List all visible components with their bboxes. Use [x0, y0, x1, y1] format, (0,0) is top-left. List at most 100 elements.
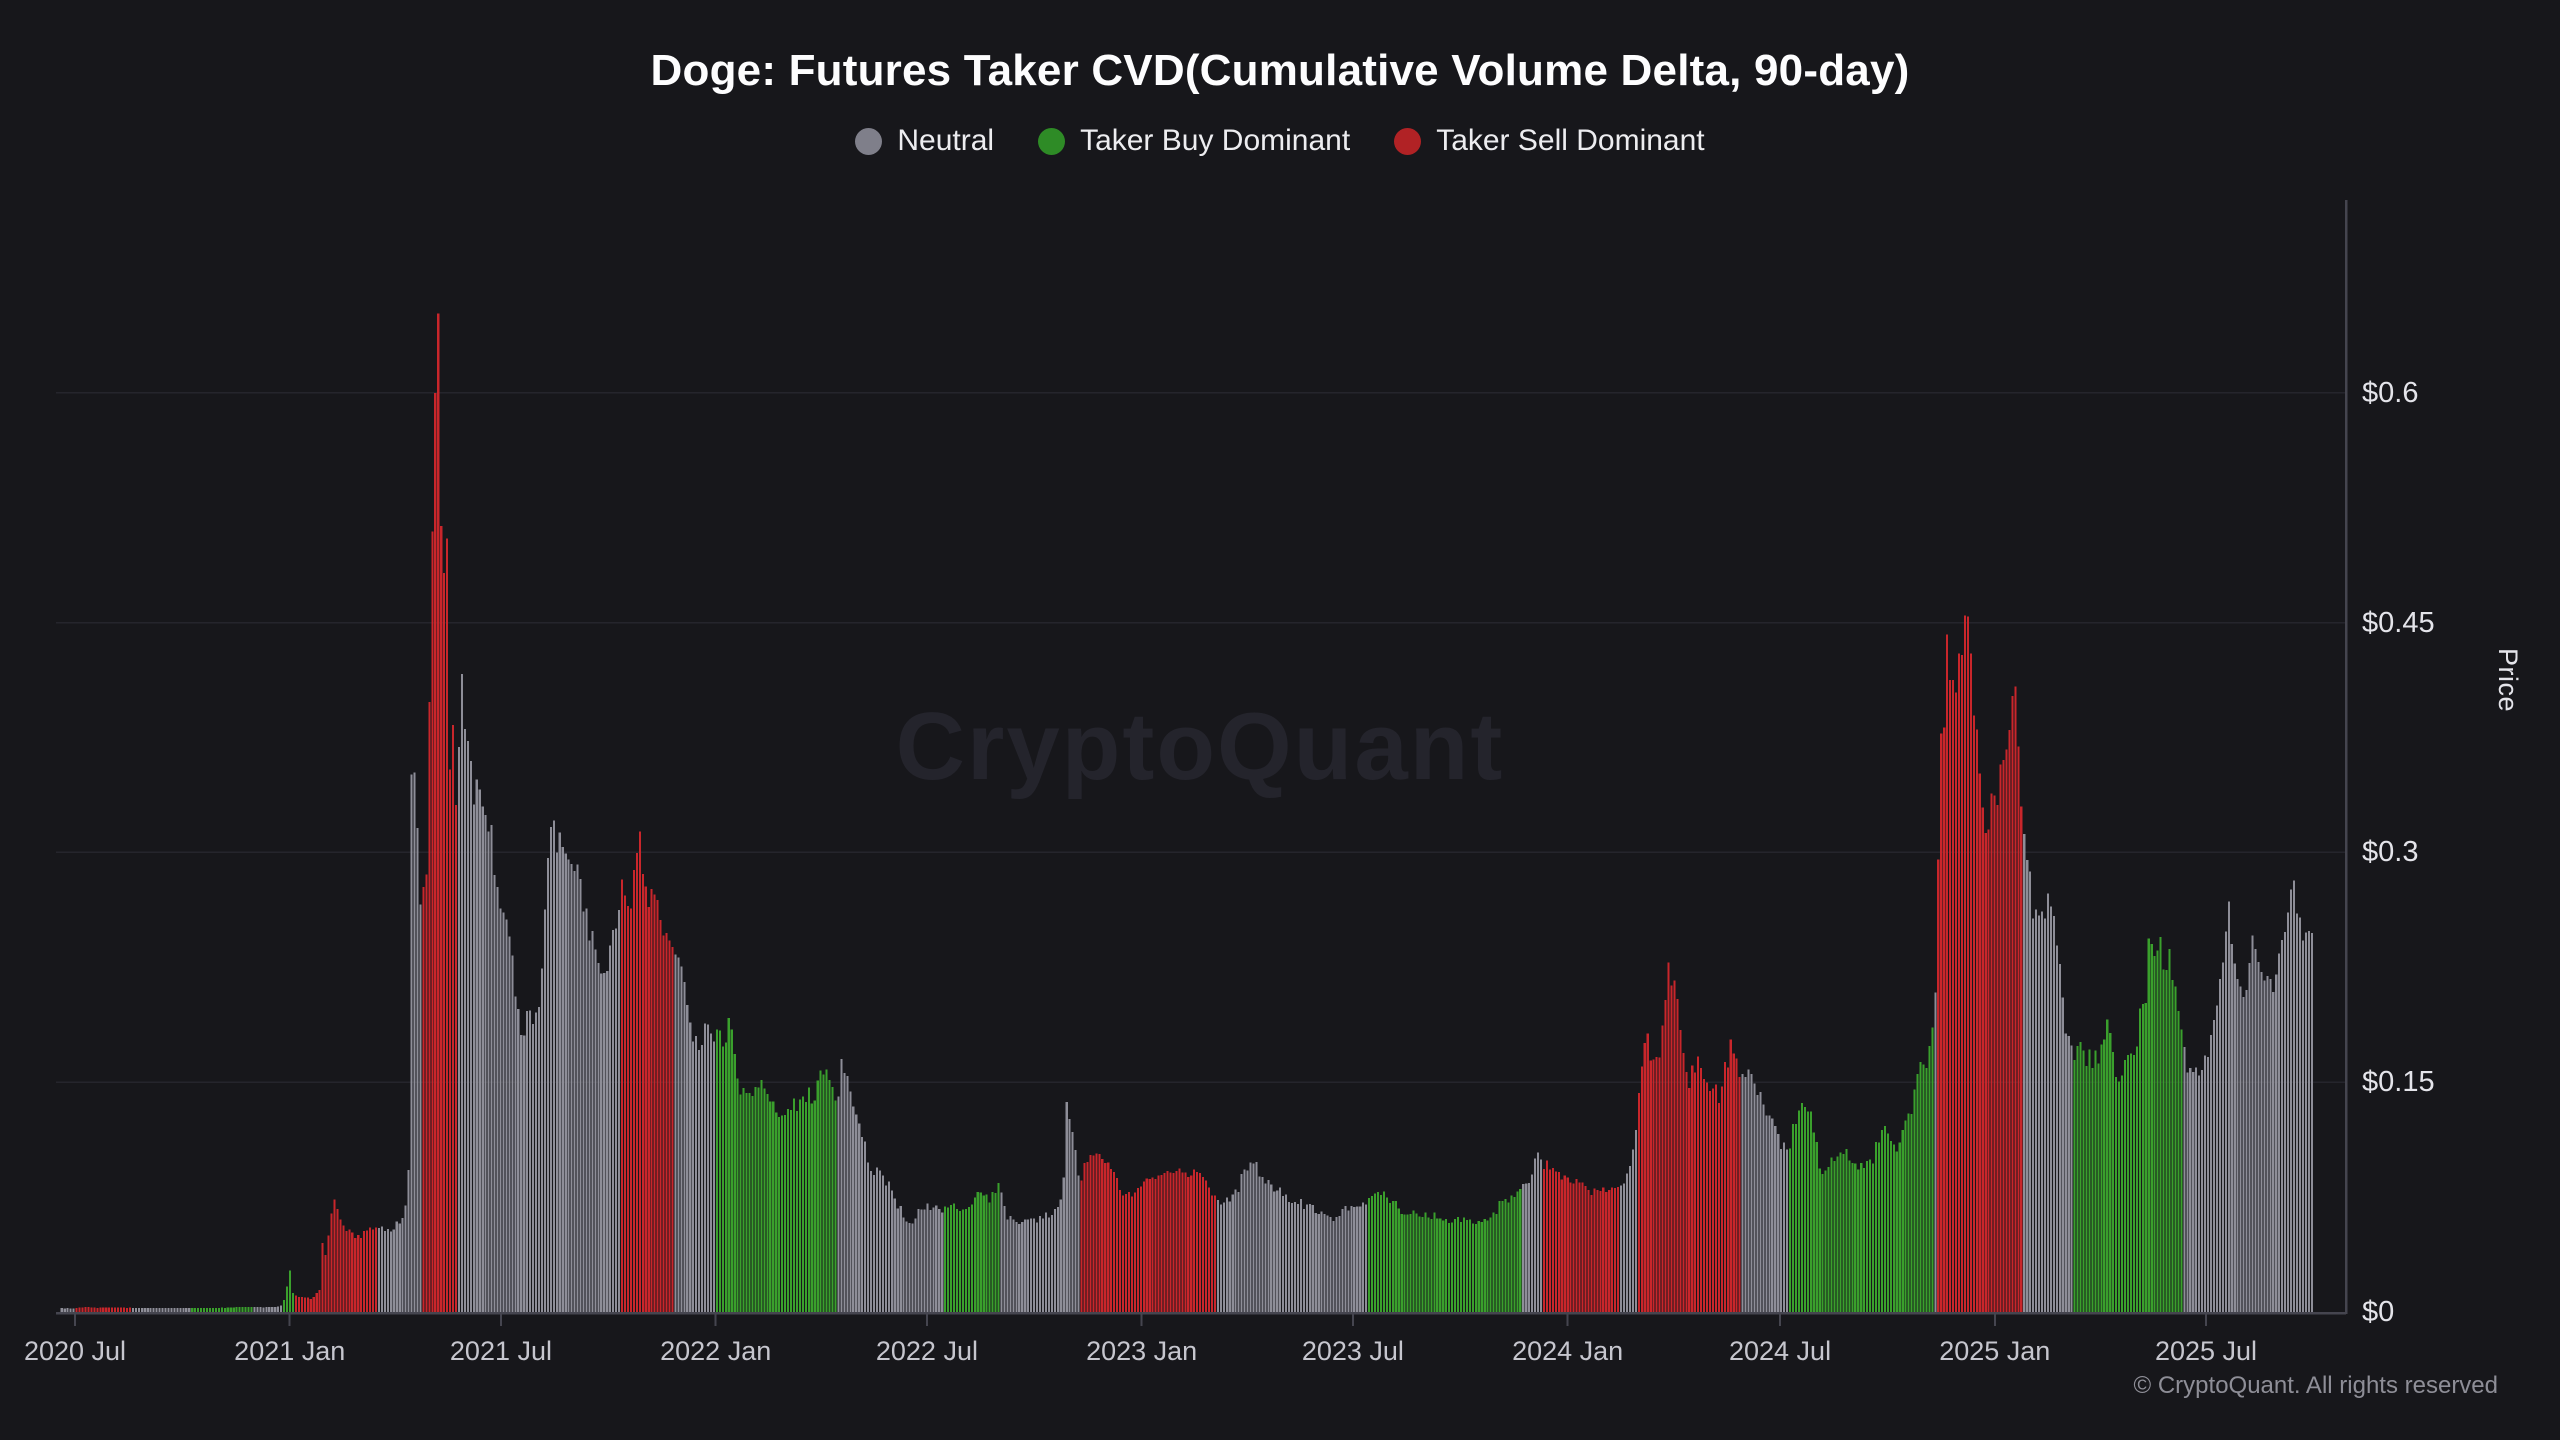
price-bar [2147, 938, 2150, 1312]
legend-item-neutral[interactable]: Neutral [855, 124, 994, 158]
price-bar [1774, 1125, 1777, 1312]
price-bar [238, 1306, 241, 1312]
price-bar [698, 1049, 701, 1312]
price-bar [546, 858, 549, 1312]
price-bar [419, 904, 422, 1312]
price-bar [197, 1307, 200, 1312]
price-bar [745, 1092, 748, 1312]
price-bar [1285, 1194, 1288, 1312]
price-bar [529, 1010, 532, 1312]
price-bar [475, 779, 478, 1312]
price-bar [294, 1295, 298, 1312]
price-bar [2046, 893, 2050, 1312]
price-bar [1611, 1187, 1614, 1312]
price-bar [111, 1307, 114, 1312]
price-bar [632, 869, 635, 1312]
price-bar [606, 970, 609, 1312]
price-bar [1415, 1213, 1418, 1312]
price-bar [908, 1222, 911, 1312]
price-bar [140, 1307, 143, 1312]
price-bar [446, 538, 449, 1312]
price-bar [318, 1289, 321, 1312]
price-bar [1379, 1194, 1383, 1312]
legend-label: Taker Sell Dominant [1436, 124, 1705, 157]
legend-item-buy[interactable]: Taker Buy Dominant [1038, 124, 1350, 158]
price-bar [1504, 1199, 1507, 1312]
price-bar [457, 747, 461, 1312]
price-bar [1385, 1197, 1388, 1312]
price-bar [979, 1192, 982, 1312]
price-bar [1765, 1115, 1768, 1312]
price-bar [1952, 679, 1955, 1312]
price-bar [1196, 1171, 1199, 1312]
price-bar [1557, 1171, 1560, 1312]
price-bar [825, 1069, 828, 1312]
price-bar [870, 1171, 873, 1312]
price-bar [2186, 1072, 2189, 1312]
price-bar [944, 1206, 947, 1312]
price-bar [727, 1017, 730, 1312]
price-bar [1794, 1123, 1798, 1312]
price-bar [410, 774, 413, 1312]
price-bar [1972, 715, 1975, 1312]
price-bar [371, 1229, 375, 1312]
price-bar [1018, 1223, 1021, 1312]
price-bar [1685, 1072, 1688, 1312]
price-bar [1824, 1170, 1827, 1312]
price-bar [1202, 1177, 1205, 1312]
price-bar [1996, 805, 1999, 1312]
price-bar [792, 1098, 796, 1312]
price-bar [733, 1053, 736, 1312]
price-bar [1362, 1202, 1365, 1312]
price-bar [766, 1094, 769, 1312]
price-bar [537, 1007, 541, 1312]
price-bar [1753, 1083, 1756, 1312]
price-bar [549, 827, 552, 1312]
price-bar [128, 1307, 131, 1312]
price-bar [1083, 1163, 1086, 1312]
price-bar [1397, 1208, 1400, 1312]
price-bar [2201, 1070, 2204, 1312]
price-bar [2192, 1072, 2195, 1312]
legend-item-sell[interactable]: Taker Sell Dominant [1394, 124, 1705, 158]
price-bar [1548, 1169, 1551, 1312]
price-bar [2290, 889, 2293, 1312]
price-bar [2061, 997, 2064, 1312]
price-bar [1534, 1158, 1537, 1312]
price-bar [1999, 764, 2002, 1312]
price-bar [1382, 1191, 1385, 1312]
price-bar [226, 1307, 229, 1312]
price-bar [1898, 1142, 1901, 1312]
price-bar [283, 1299, 286, 1312]
price-bar [87, 1307, 90, 1312]
price-bar [1777, 1134, 1780, 1312]
price-bar [1519, 1189, 1522, 1312]
price-bar [262, 1307, 265, 1312]
price-bar [2097, 1063, 2100, 1312]
price-bar [2233, 963, 2236, 1312]
price-bar [1341, 1208, 1344, 1312]
chart-title: Doge: Futures Taker CVD(Cumulative Volum… [650, 46, 1910, 95]
price-bar [653, 894, 656, 1312]
price-bar [2230, 944, 2233, 1312]
price-bar [1756, 1095, 1759, 1312]
price-bar [1299, 1199, 1302, 1312]
price-bar [2251, 935, 2254, 1312]
price-bar [1376, 1191, 1380, 1312]
x-tick-label: 2020 Jul [23, 1336, 127, 1366]
price-bar [2040, 911, 2044, 1312]
price-bar [200, 1307, 203, 1312]
price-bar [701, 1044, 704, 1312]
price-bar [1448, 1223, 1451, 1312]
price-bar [1489, 1217, 1492, 1312]
price-bar [1350, 1206, 1353, 1312]
price-bar [887, 1181, 890, 1312]
price-bar [816, 1080, 819, 1312]
price-bar [434, 393, 437, 1312]
price-bar [1477, 1220, 1480, 1312]
price-bar [1006, 1219, 1009, 1312]
price-bar [401, 1218, 404, 1312]
price-bar [1608, 1190, 1611, 1312]
price-bar [1673, 980, 1676, 1312]
